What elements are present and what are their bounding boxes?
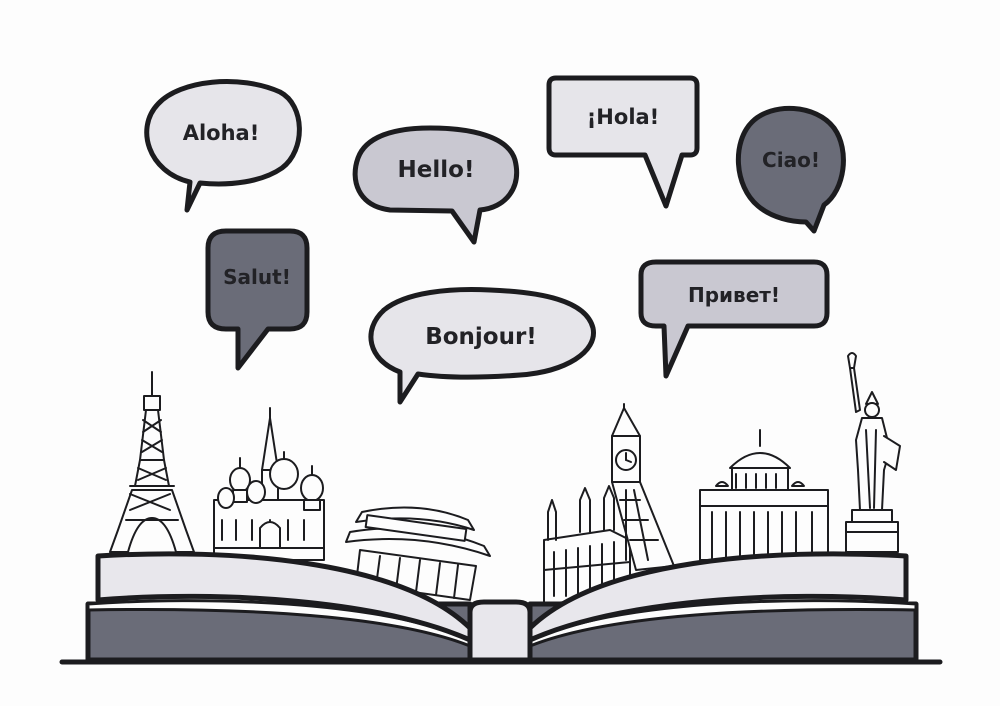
greeting-bonjour: Bonjour!	[425, 324, 537, 350]
speech-bubble-hello: Hello!	[352, 125, 519, 245]
speech-bubble-privet: Привет!	[638, 259, 830, 379]
st-peters-basilica-icon	[699, 429, 829, 561]
greeting-salut: Salut!	[223, 265, 291, 289]
big-ben-icon	[611, 403, 675, 571]
greeting-privet: Привет!	[688, 283, 780, 307]
speech-bubble-bonjour: Bonjour!	[368, 287, 596, 405]
speech-bubble-aloha: Aloha!	[144, 79, 302, 213]
pagoda-gate-icon	[345, 506, 491, 601]
speech-bubble-ciao: Ciao!	[735, 105, 846, 234]
open-book	[59, 551, 943, 665]
statue-of-liberty-icon	[845, 352, 901, 553]
speech-bubble-hola: ¡Hola!	[546, 75, 700, 209]
greeting-hello: Hello!	[398, 157, 475, 183]
book-spine	[467, 599, 533, 663]
book-page-right	[527, 551, 909, 643]
st-basils-cathedral-icon	[213, 407, 325, 561]
greeting-hola: ¡Hola!	[587, 105, 660, 129]
greeting-ciao: Ciao!	[762, 148, 820, 172]
eiffel-tower-icon	[109, 371, 195, 553]
speech-bubble-salut: Salut!	[205, 228, 310, 371]
greeting-aloha: Aloha!	[183, 121, 260, 145]
